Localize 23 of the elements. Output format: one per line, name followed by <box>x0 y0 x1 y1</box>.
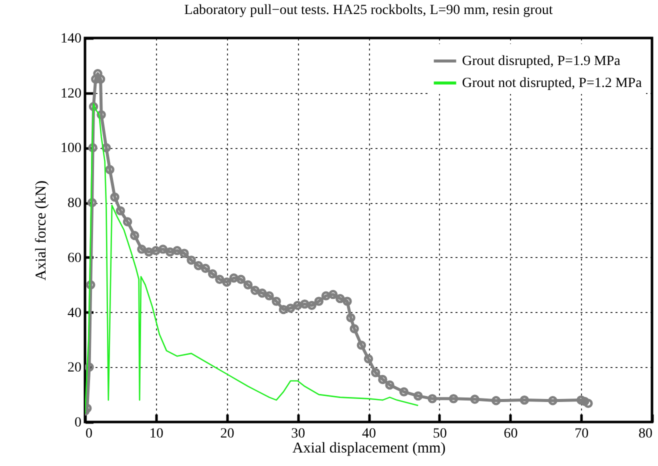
x-axis-title: Axial displacement (mm) <box>292 440 446 456</box>
y-tick-label: 140 <box>60 32 82 46</box>
y-tick-label: 100 <box>60 141 82 156</box>
y-tick-label: 20 <box>68 360 82 376</box>
legend-label: Grout not disrupted, P=1.2 MPa <box>462 76 643 91</box>
legend-label: Grout disrupted, P=1.9 MPa <box>462 54 622 69</box>
x-tick-label: 60 <box>504 426 518 442</box>
x-tick-label: 70 <box>574 426 589 442</box>
y-tick-label: 40 <box>68 306 82 321</box>
x-tick-label: 10 <box>149 426 164 442</box>
y-tick-label: 80 <box>68 196 82 212</box>
chart-title: Laboratory pull−out tests. HA25 rockbolts, L=90 mm, resin grout <box>184 3 553 18</box>
x-tick-label: 50 <box>432 426 447 442</box>
y-axis-title: Axial force (kN) <box>34 180 50 280</box>
x-tick-label: 40 <box>362 426 376 442</box>
x-tick-label: 0 <box>86 426 92 442</box>
x-tick-label: 80 <box>638 426 652 442</box>
x-tick-label: 20 <box>220 426 234 442</box>
y-tick-label: 0 <box>74 416 82 430</box>
y-tick-label: 120 <box>60 86 82 102</box>
line-series <box>85 103 419 414</box>
y-tick-label: 60 <box>68 250 82 266</box>
x-tick-label: 30 <box>291 426 306 442</box>
